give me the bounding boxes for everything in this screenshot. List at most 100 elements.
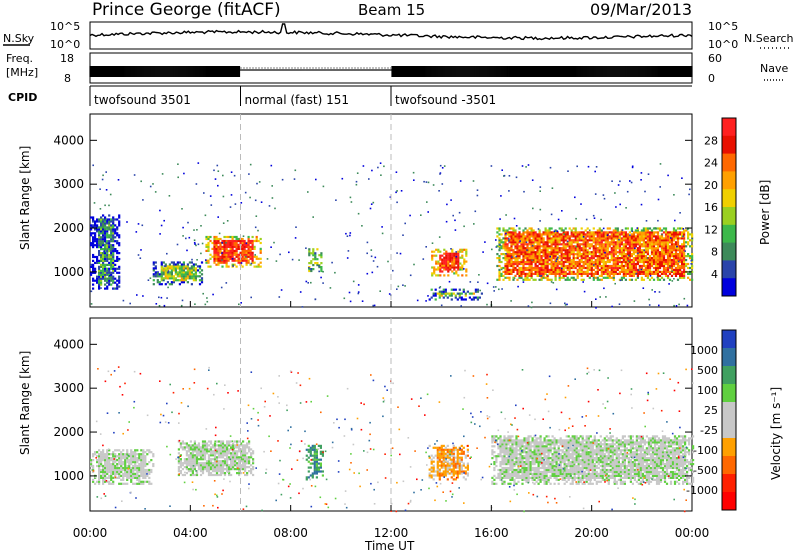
data-cell	[592, 262, 595, 266]
data-cell	[656, 276, 659, 279]
data-cell	[312, 254, 315, 257]
data-cell	[112, 464, 115, 468]
data-cell	[610, 266, 613, 270]
data-cell	[209, 265, 212, 268]
data-cell	[572, 276, 575, 279]
data-cell	[177, 458, 180, 461]
data-cell	[534, 272, 537, 275]
data-cell	[624, 278, 627, 281]
data-cell	[106, 464, 109, 468]
data-cell	[624, 270, 627, 273]
data-cell	[530, 255, 533, 258]
data-cell	[249, 245, 252, 248]
data-cell	[122, 476, 125, 479]
data-cell	[656, 255, 660, 258]
data-cell	[518, 270, 521, 273]
data-cell	[490, 165, 493, 167]
data-cell	[223, 241, 226, 245]
data-cell	[598, 247, 601, 250]
data-cell	[180, 304, 183, 307]
data-cell	[235, 251, 238, 254]
data-cell	[308, 262, 311, 265]
data-cell	[561, 267, 563, 270]
data-cell	[217, 247, 220, 250]
data-cell	[389, 196, 392, 198]
data-cell	[666, 276, 670, 279]
data-cell	[582, 262, 585, 266]
data-cell	[200, 281, 204, 284]
data-cell	[602, 237, 605, 240]
data-cell	[685, 259, 688, 262]
data-cell	[630, 259, 633, 262]
data-cell	[676, 237, 680, 240]
data-cell	[106, 222, 109, 225]
data-cell	[656, 231, 660, 234]
data-cell	[191, 472, 194, 475]
data-cell	[552, 257, 555, 260]
data-cell	[679, 270, 682, 273]
data-cell	[515, 255, 517, 258]
data-cell	[451, 262, 454, 265]
data-cell	[670, 251, 674, 254]
data-cell	[548, 231, 551, 234]
data-cell	[508, 260, 511, 264]
data-cell	[510, 231, 513, 234]
data-cell	[628, 243, 631, 246]
data-cell	[96, 226, 99, 229]
data-cell	[510, 255, 513, 258]
data-cell	[241, 237, 244, 241]
data-cell	[425, 300, 427, 302]
data-cell	[510, 260, 513, 264]
data-cell	[253, 265, 256, 268]
data-cell	[556, 247, 559, 250]
data-cell	[536, 268, 539, 271]
data-cell	[670, 253, 674, 256]
data-cell	[526, 255, 529, 258]
data-cell	[225, 242, 227, 244]
data-cell	[634, 247, 636, 250]
data-cell	[646, 257, 649, 259]
data-cell	[447, 254, 450, 257]
data-cell	[132, 482, 135, 485]
data-cell	[177, 163, 179, 165]
data-cell	[183, 448, 186, 451]
data-cell	[104, 476, 107, 479]
data-cell	[243, 257, 246, 260]
data-cell	[225, 247, 228, 250]
data-cell	[439, 262, 442, 265]
data-cell	[94, 267, 97, 270]
data-cell	[240, 202, 243, 204]
data-cell	[536, 249, 539, 252]
data-cell	[558, 243, 561, 246]
data-cell	[642, 259, 645, 262]
data-cell	[614, 233, 617, 236]
data-cell	[679, 260, 682, 264]
data-cell	[558, 268, 561, 271]
data-cell	[114, 277, 117, 280]
data-cell	[186, 271, 189, 274]
data-cell	[644, 235, 647, 238]
data-cell	[672, 247, 676, 250]
data-cell	[92, 226, 95, 229]
data-cell	[158, 281, 161, 284]
data-cell	[136, 468, 139, 472]
data-cell	[451, 264, 454, 267]
data-cell	[443, 260, 446, 263]
data-cell	[552, 241, 555, 244]
data-cell	[254, 199, 257, 202]
data-cell	[616, 241, 619, 244]
data-cell	[445, 266, 448, 269]
data-cell	[140, 449, 143, 452]
data-cell	[644, 231, 647, 234]
data-cell	[118, 244, 121, 247]
data-cell	[566, 243, 569, 246]
data-cell	[632, 233, 635, 236]
data-cell	[195, 444, 199, 447]
data-cell	[542, 262, 545, 266]
data-cell	[548, 257, 551, 260]
data-cell	[516, 247, 519, 250]
data-cell	[305, 247, 307, 249]
data-cell	[538, 239, 541, 242]
data-cell	[460, 292, 463, 295]
data-cell	[445, 262, 448, 265]
